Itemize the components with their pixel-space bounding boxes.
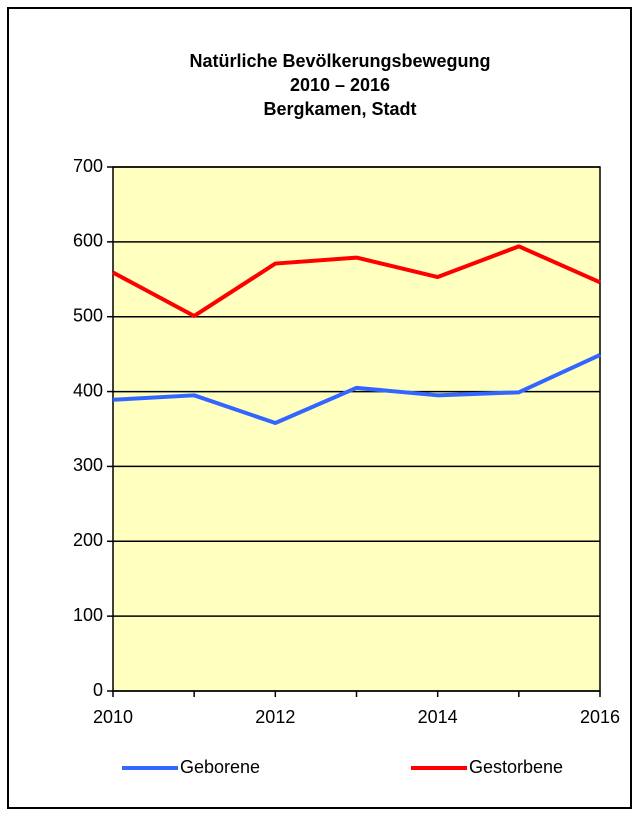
y-tick-label: 0 bbox=[93, 680, 103, 700]
y-tick-label: 400 bbox=[73, 380, 103, 400]
chart-title: Natürliche Bevölkerungsbewegung bbox=[189, 51, 490, 71]
x-tick-label: 2014 bbox=[418, 707, 458, 727]
y-tick-label: 100 bbox=[73, 605, 103, 625]
x-tick-label: 2016 bbox=[580, 707, 620, 727]
y-tick-label: 700 bbox=[73, 156, 103, 176]
y-tick-label: 500 bbox=[73, 305, 103, 325]
chart-subtitle: Bergkamen, Stadt bbox=[263, 99, 416, 119]
y-tick-label: 300 bbox=[73, 455, 103, 475]
y-tick-label: 600 bbox=[73, 231, 103, 251]
x-tick-label: 2010 bbox=[93, 707, 133, 727]
chart-subtitle: 2010 – 2016 bbox=[290, 75, 390, 95]
x-tick-label: 2012 bbox=[255, 707, 295, 727]
plot-area bbox=[113, 167, 600, 691]
legend-label: Gestorbene bbox=[469, 757, 563, 777]
data-line bbox=[112, 244, 601, 318]
legend-label: Geborene bbox=[180, 757, 260, 777]
data-line bbox=[112, 353, 601, 426]
y-tick-label: 200 bbox=[73, 530, 103, 550]
